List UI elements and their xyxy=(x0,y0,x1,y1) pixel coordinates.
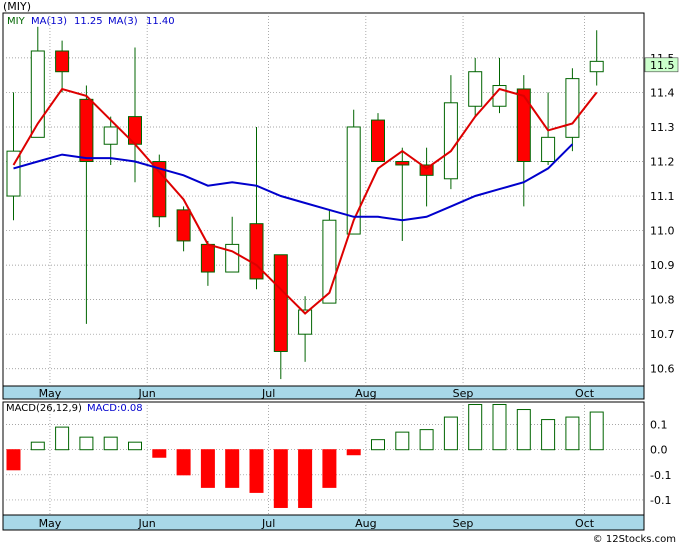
candle-down xyxy=(419,164,434,176)
candle-up xyxy=(346,126,361,235)
candle-up xyxy=(468,71,483,107)
candle-up xyxy=(589,60,604,73)
macd-bar-positive xyxy=(541,419,556,451)
macd-bar-positive xyxy=(395,431,410,451)
macd-bar-positive xyxy=(55,426,70,451)
candle-down xyxy=(273,254,288,352)
macd-month-label: Sep xyxy=(453,517,474,530)
price-month-label: Jul xyxy=(261,387,275,400)
candle-up xyxy=(298,309,313,335)
legend-ma13-label: MA(13) xyxy=(31,16,67,27)
macd-bar-negative xyxy=(298,449,313,508)
macd-bar-positive xyxy=(30,441,45,451)
candle-down xyxy=(371,119,385,163)
macd-bar-positive xyxy=(443,416,458,451)
macd-bar-negative xyxy=(152,449,167,458)
macd-month-label: Aug xyxy=(355,517,376,530)
candle-down xyxy=(516,88,531,163)
ma3-line xyxy=(12,87,598,315)
legend-ma3-label: MA(3) xyxy=(108,16,138,27)
candle-down xyxy=(55,50,70,73)
macd-bar-positive xyxy=(371,439,385,451)
macd-bar-positive xyxy=(103,436,118,451)
ma13-line xyxy=(13,143,574,222)
macd-month-label: Jun xyxy=(138,517,156,530)
price-tick-label: 11.0 xyxy=(650,225,675,238)
candle-down xyxy=(395,161,410,166)
candle-up xyxy=(103,126,118,145)
legend-ma3-value: 11.40 xyxy=(146,16,175,27)
last-price-label: 11.5 xyxy=(650,59,675,72)
candle-down xyxy=(200,243,215,273)
price-tick-label: 11.4 xyxy=(650,86,675,99)
candle-up xyxy=(443,102,458,180)
candle-up xyxy=(6,150,21,197)
chart-title: (MIY) xyxy=(3,0,32,13)
macd-bar-negative xyxy=(322,449,337,488)
macd-bar-negative xyxy=(200,449,215,488)
price-month-label: Sep xyxy=(453,387,474,400)
price-month-label: Jun xyxy=(138,387,156,400)
macd-legend-label: MACD(26,12,9) xyxy=(6,403,82,414)
price-month-label: Oct xyxy=(575,387,595,400)
macd-bar-positive xyxy=(492,404,507,451)
macd-legend-value: MACD:0.08 xyxy=(87,403,143,414)
candle-down xyxy=(249,223,264,280)
candle-up xyxy=(565,78,580,138)
macd-bar-positive xyxy=(589,411,604,451)
price-tick-label: 11.2 xyxy=(650,156,675,169)
price-month-label: May xyxy=(39,387,62,400)
macd-bar-negative xyxy=(346,449,361,456)
macd-bar-positive xyxy=(516,409,531,451)
macd-month-strip xyxy=(2,514,645,531)
macd-bar-positive xyxy=(565,416,580,451)
macd-tick-label: 0.1 xyxy=(650,419,668,432)
price-tick-label: 10.7 xyxy=(650,328,675,341)
macd-bar-negative xyxy=(176,449,191,476)
macd-tick-label: -0.1 xyxy=(650,494,671,507)
macd-bar-positive xyxy=(79,436,94,451)
macd-bar-positive xyxy=(128,441,142,451)
macd-bar-negative xyxy=(225,449,240,488)
macd-tick-label: -0.1 xyxy=(650,469,671,482)
price-panel xyxy=(2,12,645,400)
legend-ma13-value: 11.25 xyxy=(74,16,103,27)
price-tick-label: 11.3 xyxy=(650,121,675,134)
macd-tick-label: 0.0 xyxy=(650,444,668,457)
candle-up xyxy=(30,50,45,138)
price-month-strip xyxy=(2,385,645,400)
price-tick-label: 10.9 xyxy=(650,259,675,272)
macd-bar-positive xyxy=(468,404,483,451)
legend-symbol: MIY xyxy=(7,16,26,27)
macd-month-label: Oct xyxy=(575,517,595,530)
macd-bar-negative xyxy=(249,449,264,493)
price-tick-label: 10.8 xyxy=(650,294,675,307)
last-price-tag xyxy=(644,57,679,73)
candle-up xyxy=(541,136,556,163)
macd-bar-positive xyxy=(419,429,434,451)
macd-month-label: Jul xyxy=(261,517,275,530)
macd-month-label: May xyxy=(39,517,62,530)
candle-down xyxy=(79,98,94,163)
macd-bar-negative xyxy=(6,449,21,471)
candle-up xyxy=(225,243,240,273)
candle-down xyxy=(176,209,191,242)
watermark: © 12Stocks.com xyxy=(592,534,676,545)
macd-bar-negative xyxy=(273,449,288,508)
price-tick-label: 10.6 xyxy=(650,363,675,376)
price-tick-label: 11.1 xyxy=(650,190,675,203)
price-month-label: Aug xyxy=(355,387,376,400)
